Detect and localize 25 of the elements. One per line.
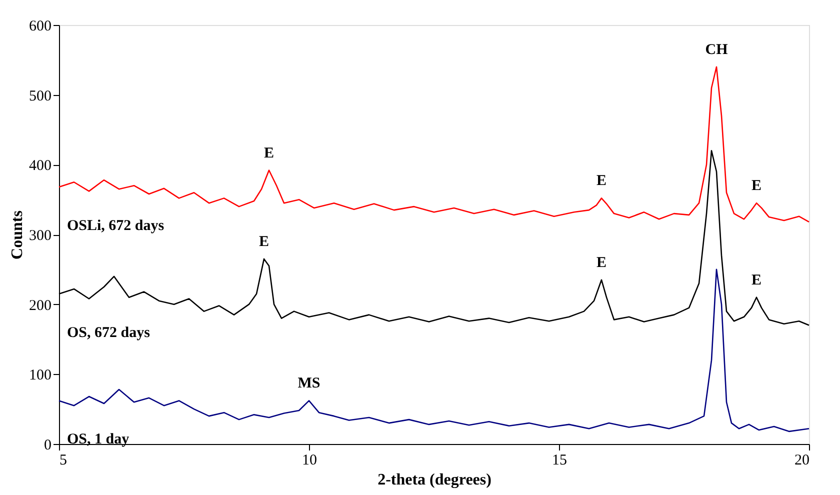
annotation: E [264, 145, 274, 162]
series-label: OS, 1 day [67, 432, 130, 448]
y-tick-label: 300 [29, 228, 52, 244]
annotation: E [258, 234, 270, 250]
y-tick-label: 200 [29, 298, 52, 314]
line-series [58, 268, 810, 432]
y-tick-label: 0 [44, 438, 52, 454]
y-axis-title: Counts [9, 210, 26, 260]
y-tick-label: 100 [29, 368, 52, 384]
y-tick-label: 600 [29, 18, 52, 34]
annotation: E [596, 254, 607, 271]
x-tick-label: 5 [60, 452, 67, 468]
annotation: E [751, 178, 762, 194]
annotation: MS [298, 376, 320, 392]
y-tick-label: 500 [29, 88, 52, 104]
annotation: E [751, 272, 762, 288]
x-axis-title: 2-theta (degrees) [378, 472, 492, 488]
x-tick-label: 15 [552, 452, 567, 468]
x-tick-label: 10 [302, 452, 317, 468]
series-label: OS, 672 days [67, 324, 150, 341]
y-tick-label: 400 [29, 158, 52, 174]
x-tick-label: 20 [794, 452, 810, 468]
series-label: OSLi, 672 days [67, 218, 164, 234]
annotation: CH [705, 42, 728, 58]
annotation: E [596, 173, 607, 190]
